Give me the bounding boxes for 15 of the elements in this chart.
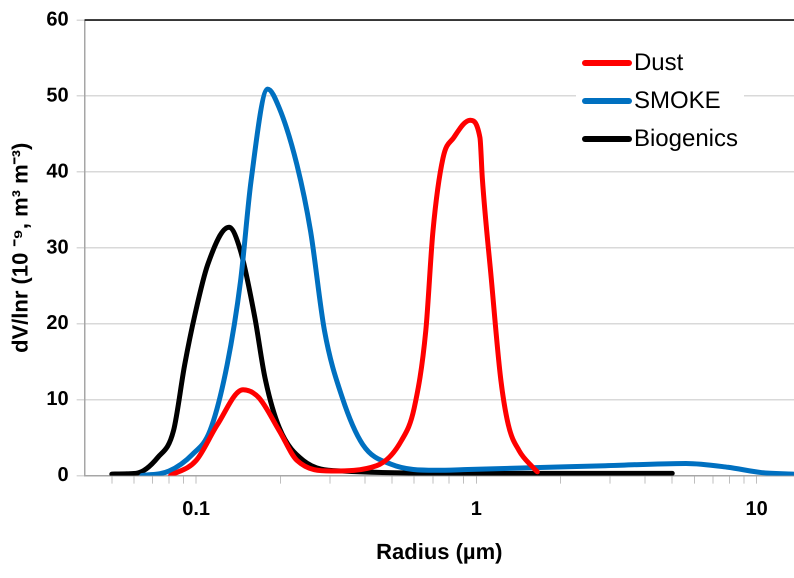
y-tick-label: 10	[46, 388, 69, 410]
x-axis-title: Radius (µm)	[376, 538, 503, 564]
y-tick-label: 40	[46, 160, 69, 182]
y-tick-label: 0	[58, 464, 69, 486]
legend-label: Biogenics	[634, 124, 738, 154]
legend-label: SMOKE	[634, 86, 721, 116]
x-tick-label: 1	[470, 498, 482, 520]
y-tick-label: 30	[46, 236, 69, 258]
y-tick-label: 50	[46, 84, 69, 106]
y-axis-title: dV/lnr (10 ⁻⁹, m³ m⁻³)	[7, 142, 32, 353]
x-tick-label: 10	[745, 498, 768, 520]
x-tick-label: 0.1	[182, 498, 210, 520]
y-tick-label: 20	[46, 312, 69, 334]
legend-label: Dust	[634, 48, 684, 78]
y-tick-label: 60	[46, 8, 69, 31]
